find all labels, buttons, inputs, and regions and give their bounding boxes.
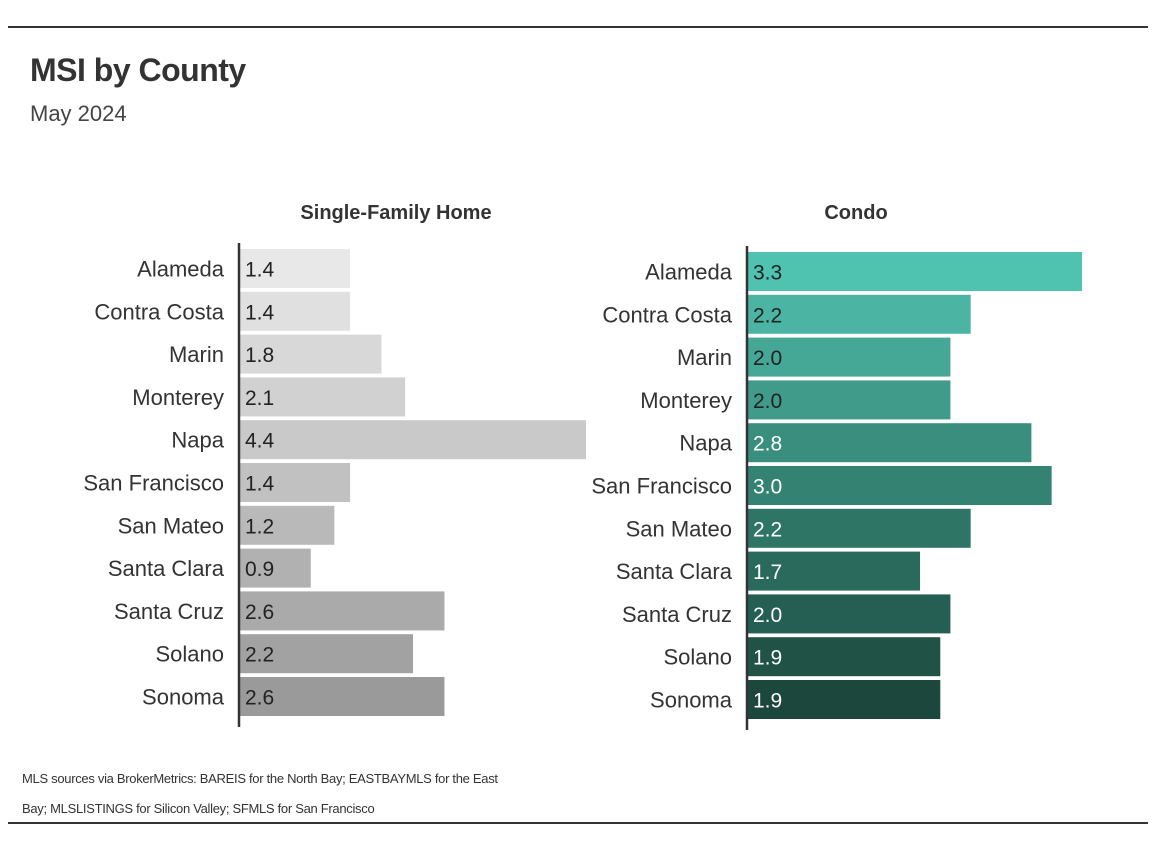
- category-label-sfh-sonoma: Sonoma: [142, 685, 225, 710]
- data-label-condo-monterey: 2.0: [753, 390, 782, 413]
- data-label-sfh-marin: 1.8: [245, 344, 274, 367]
- bar-sfh-solano: [240, 634, 413, 674]
- bar-condo-monterey: [748, 380, 951, 420]
- category-label-condo-san-francisco: San Francisco: [591, 474, 732, 499]
- category-label-sfh-monterey: Monterey: [132, 385, 224, 410]
- bar-condo-contra-costa: [748, 294, 971, 334]
- category-label-condo-marin: Marin: [677, 345, 732, 370]
- bar-condo-marin: [748, 337, 951, 377]
- panel-title-condo: Condo: [824, 202, 888, 224]
- bar-sfh-sonoma: [240, 677, 445, 716]
- data-label-condo-alameda: 3.3: [753, 262, 782, 285]
- bar-sfh-santa-clara: [240, 548, 311, 588]
- data-label-condo-san-mateo: 2.2: [753, 518, 782, 541]
- category-label-condo-monterey: Monterey: [640, 388, 732, 413]
- data-label-sfh-napa: 4.4: [245, 430, 275, 453]
- category-label-sfh-napa: Napa: [171, 428, 224, 453]
- chart-subtitle: May 2024: [30, 101, 127, 126]
- data-label-sfh-solano: 2.2: [245, 644, 274, 667]
- bar-sfh-marin: [240, 334, 382, 374]
- bar-condo-santa-cruz: [748, 594, 951, 634]
- bar-condo-solano: [748, 637, 941, 677]
- bar-sfh-napa: [240, 420, 586, 460]
- bar-condo-napa: [748, 423, 1032, 463]
- category-label-condo-napa: Napa: [679, 431, 732, 456]
- category-label-condo-sonoma: Sonoma: [650, 688, 733, 713]
- category-label-condo-san-mateo: San Mateo: [626, 516, 732, 541]
- bar-sfh-san-francisco: [240, 463, 351, 502]
- top-rule: [8, 26, 1148, 28]
- data-label-sfh-monterey: 2.1: [245, 387, 274, 410]
- category-label-condo-solano: Solano: [663, 645, 732, 670]
- category-label-condo-santa-cruz: Santa Cruz: [622, 602, 732, 627]
- category-label-sfh-santa-clara: Santa Clara: [108, 556, 225, 581]
- category-label-condo-santa-clara: Santa Clara: [616, 559, 733, 584]
- category-label-sfh-solano: Solano: [155, 642, 224, 667]
- data-label-sfh-santa-cruz: 2.6: [245, 601, 274, 624]
- data-label-sfh-san-mateo: 1.2: [245, 515, 274, 538]
- bar-condo-santa-clara: [748, 551, 921, 591]
- bar-sfh-santa-cruz: [240, 591, 445, 631]
- bar-sfh-contra-costa: [240, 291, 351, 331]
- category-label-sfh-marin: Marin: [169, 342, 224, 367]
- bar-condo-san-francisco: [748, 466, 1052, 505]
- data-label-condo-santa-cruz: 2.0: [753, 604, 782, 627]
- bottom-rule: [8, 822, 1148, 824]
- data-label-condo-contra-costa: 2.2: [753, 304, 782, 327]
- bar-condo-alameda: [748, 252, 1082, 291]
- category-label-condo-alameda: Alameda: [645, 260, 733, 285]
- data-label-condo-santa-clara: 1.7: [753, 561, 782, 584]
- chart-title: MSI by County: [30, 52, 246, 88]
- category-label-condo-contra-costa: Contra Costa: [602, 302, 732, 327]
- category-label-sfh-san-francisco: San Francisco: [83, 471, 224, 496]
- category-label-sfh-santa-cruz: Santa Cruz: [114, 599, 224, 624]
- data-label-sfh-contra-costa: 1.4: [245, 301, 275, 324]
- bar-condo-sonoma: [748, 680, 941, 719]
- data-label-sfh-sonoma: 2.6: [245, 687, 274, 710]
- data-label-sfh-santa-clara: 0.9: [245, 558, 274, 581]
- category-label-sfh-contra-costa: Contra Costa: [94, 299, 224, 324]
- data-label-condo-marin: 2.0: [753, 347, 782, 370]
- category-label-sfh-alameda: Alameda: [137, 257, 225, 282]
- data-label-condo-san-francisco: 3.0: [753, 476, 782, 499]
- data-label-sfh-alameda: 1.4: [245, 259, 275, 282]
- panel-title-single-family: Single-Family Home: [300, 202, 492, 224]
- bar-sfh-alameda: [240, 249, 351, 288]
- data-label-condo-napa: 2.8: [753, 433, 782, 456]
- data-label-condo-solano: 1.9: [753, 647, 782, 670]
- data-label-condo-sonoma: 1.9: [753, 690, 782, 713]
- bar-sfh-san-mateo: [240, 505, 335, 545]
- source-footnote: MLS sources via BrokerMetrics: BAREIS fo…: [22, 771, 498, 816]
- bar-condo-san-mateo: [748, 508, 971, 548]
- category-label-sfh-san-mateo: San Mateo: [118, 513, 224, 538]
- data-label-sfh-san-francisco: 1.4: [245, 473, 275, 496]
- bar-sfh-monterey: [240, 377, 406, 417]
